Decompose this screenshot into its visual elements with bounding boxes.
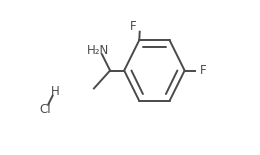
Text: H: H	[51, 85, 60, 98]
Text: Cl: Cl	[40, 103, 51, 116]
Text: F: F	[199, 64, 206, 77]
Text: F: F	[130, 20, 136, 33]
Text: H₂N: H₂N	[87, 44, 109, 57]
